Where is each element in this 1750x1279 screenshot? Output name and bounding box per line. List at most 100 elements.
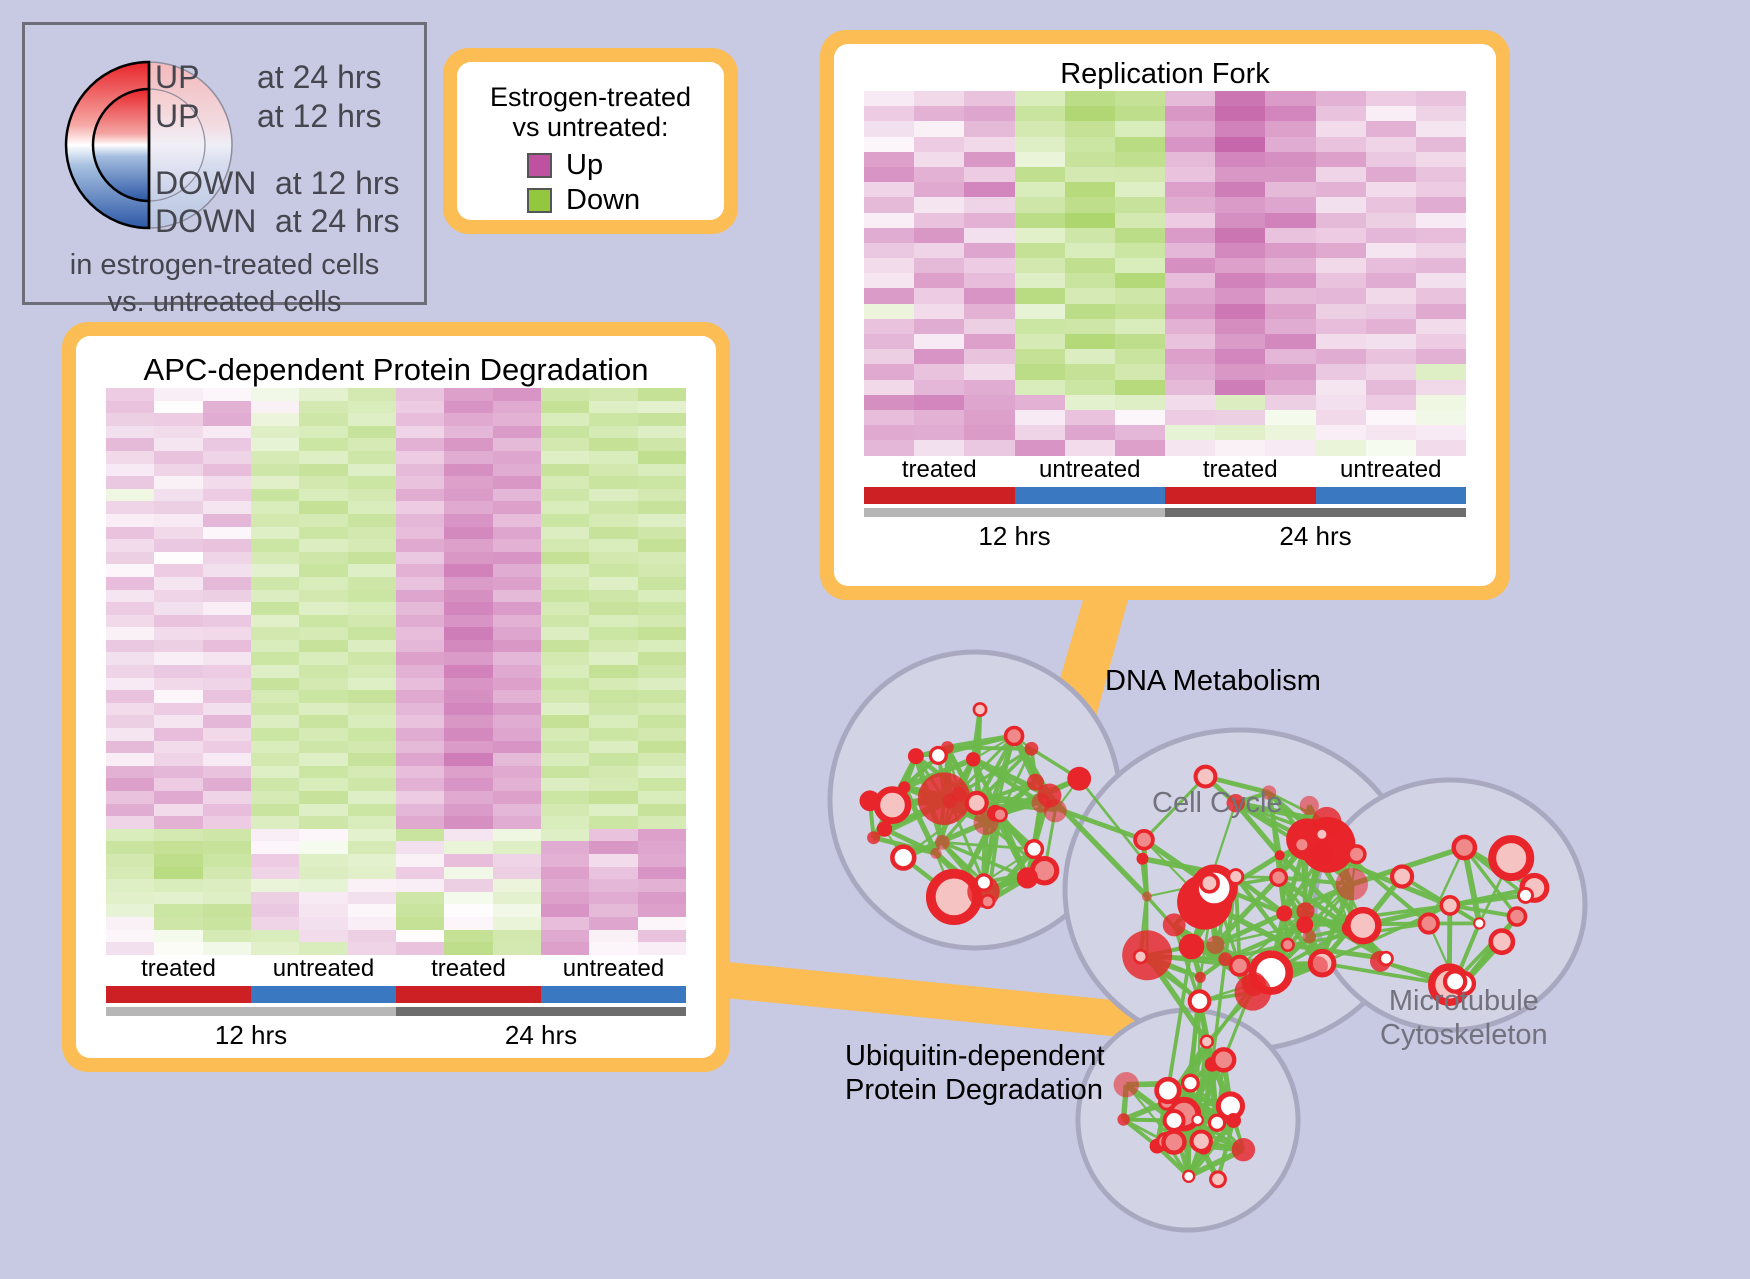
apc-panel-title: APC-dependent Protein Degradation: [143, 352, 649, 387]
heatmap-cell: [540, 816, 590, 829]
heatmap-cell: [637, 753, 686, 766]
heatmap-cell: [106, 916, 155, 930]
heatmap-cell: [202, 450, 251, 464]
heatmap-cell: [637, 828, 686, 842]
heatmap-cell: [202, 526, 251, 540]
heatmap-cell: [589, 576, 638, 590]
heatmap-cell: [395, 816, 445, 829]
heatmap-cell: [250, 740, 300, 754]
heatmap-cell: [299, 513, 348, 527]
heatmap-cell: [250, 513, 300, 527]
heatmap-cell: [444, 891, 493, 905]
heatmap-cell: [540, 702, 590, 716]
heatmap-cell: [299, 602, 348, 615]
heatmap-cell: [106, 665, 155, 678]
heatmap-cell: [299, 715, 348, 729]
heatmap-cell: [914, 242, 965, 259]
heatmap-cell: [540, 627, 590, 640]
heatmap-cell: [637, 539, 686, 552]
heatmap-cell: [540, 904, 590, 917]
replication-fork-axis: treated untreated treated untreated 12 h…: [864, 456, 1466, 552]
heatmap-cell: [589, 539, 638, 552]
heatmap-cell: [492, 463, 541, 477]
heatmap-cell: [395, 765, 445, 779]
heatmap-cell: [250, 916, 300, 930]
heatmap-cell: [914, 288, 965, 304]
heatmap-cell: [1315, 303, 1366, 319]
heatmap-cell: [540, 413, 590, 426]
heatmap-cell: [395, 388, 445, 401]
heatmap-cell: [444, 551, 493, 565]
heatmap-cell: [299, 576, 348, 590]
colour-key-ring: [57, 47, 242, 247]
heatmap-cell: [914, 136, 965, 152]
heatmap-cell: [914, 197, 965, 213]
heatmap-cell: [106, 765, 155, 779]
heatmap-cell: [637, 879, 686, 892]
heatmap-cell: [637, 866, 686, 880]
heatmap-cell: [589, 425, 638, 439]
heatmap-cell: [250, 866, 300, 880]
heatmap-cell: [589, 904, 638, 917]
heatmap-cell: [299, 488, 348, 502]
heatmap-cell: [106, 614, 155, 628]
heatmap-cell: [250, 589, 300, 603]
heatmap-cell: [347, 904, 396, 917]
heatmap-cell: [964, 106, 1015, 122]
heatmap-cell: [299, 929, 348, 943]
heatmap-cell: [914, 106, 965, 122]
heatmap-cell: [1165, 242, 1216, 259]
heatmap-cell: [1365, 121, 1416, 137]
key-word-down-12: DOWN: [155, 165, 257, 201]
heatmap-cell: [589, 665, 638, 678]
heatmap-cell: [589, 413, 638, 426]
apc-axis-group-labels: treated untreated treated untreated: [106, 955, 686, 986]
heatmap-cell: [202, 942, 251, 955]
heatmap-cell: [589, 627, 638, 640]
heatmap-cell: [1014, 394, 1065, 410]
heatmap-cell: [1165, 288, 1216, 304]
heatmap-cell: [347, 463, 396, 477]
heatmap-cell: [250, 438, 300, 451]
heatmap-cell: [299, 639, 348, 653]
heatmap-cell: [1165, 258, 1216, 274]
heatmap-cell: [106, 627, 155, 640]
heatmap-cell: [540, 463, 590, 477]
heatmap-cell: [250, 413, 300, 426]
heatmap-cell: [1114, 273, 1165, 289]
treatment-bar-treated-24: [1165, 486, 1316, 504]
heatmap-cell: [637, 589, 686, 603]
heatmap-cell: [154, 942, 203, 955]
heatmap-cell: [864, 91, 915, 107]
heatmap-cell: [964, 166, 1015, 183]
apc-time-label-24hrs: 24 hrs: [504, 1019, 578, 1050]
heatmap-cell: [637, 576, 686, 590]
heatmap-cell: [589, 400, 638, 414]
heatmap-cell: [395, 501, 445, 514]
heatmap-cell: [444, 828, 493, 842]
heatmap-cell: [154, 753, 203, 766]
heatmap-cell: [347, 564, 396, 577]
apc-time-label-12hrs: 12 hrs: [214, 1019, 288, 1050]
heatmap-cell: [395, 828, 445, 842]
heatmap-cell: [1265, 303, 1316, 319]
heatmap-cell: [299, 450, 348, 464]
heatmap-cell: [914, 394, 965, 410]
heatmap-cell: [1165, 273, 1216, 289]
heatmap-cell: [864, 303, 915, 319]
heatmap-cell: [154, 639, 203, 653]
heatmap-cell: [444, 639, 493, 653]
heatmap-cell: [1315, 197, 1366, 213]
heatmap-cell: [1014, 258, 1065, 274]
heatmap-cell: [589, 614, 638, 628]
heatmap-cell: [299, 803, 348, 817]
heatmap-cell: [444, 501, 493, 514]
heatmap-cell: [154, 450, 203, 464]
heatmap-cell: [1014, 91, 1065, 107]
heatmap-cell: [1165, 212, 1216, 228]
heatmap-cell: [202, 564, 251, 577]
heatmap-cell: [637, 551, 686, 565]
heatmap-cell: [1064, 364, 1115, 380]
heatmap-cell: [492, 488, 541, 502]
heatmap-cell: [299, 740, 348, 754]
